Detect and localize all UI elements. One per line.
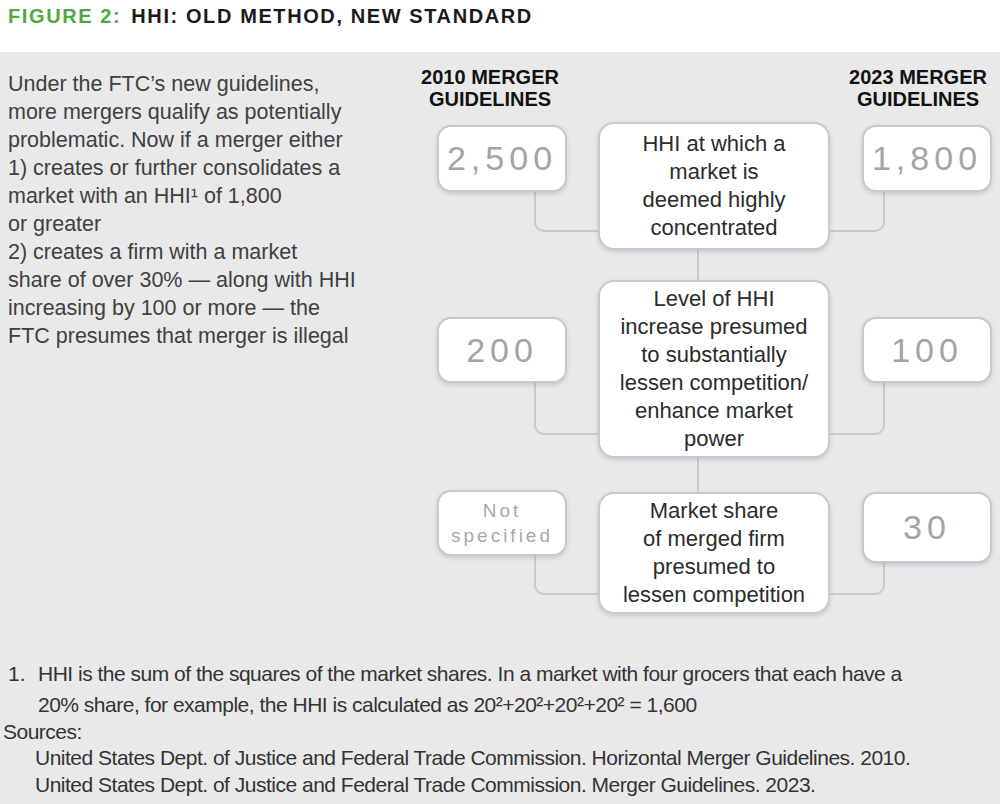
connector-row2-row3	[697, 458, 699, 492]
connector-row1-left	[534, 192, 598, 232]
footnote-text: HHI is the sum of the squares of the mar…	[38, 658, 902, 720]
source-2023: United States Dept. of Justice and Feder…	[35, 773, 815, 797]
value-box-2023-row1: 1,800	[862, 125, 992, 192]
connector-row1-right	[830, 190, 885, 232]
figure-2-hhi-comparison: FIGURE 2: HHI: OLD METHOD, NEW STANDARD U…	[0, 0, 1000, 804]
figure-label: FIGURE 2:	[8, 5, 121, 27]
value-box-2023-row2: 100	[862, 317, 992, 383]
sources-label: Sources:	[3, 720, 82, 744]
description-box-row1: HHI at which a market is deemed highly c…	[598, 122, 830, 250]
connector-row2-left	[534, 382, 598, 435]
figure-title: FIGURE 2: HHI: OLD METHOD, NEW STANDARD	[8, 5, 533, 28]
column-header-2010: 2010 MERGER GUIDELINES	[390, 66, 590, 110]
value-box-2010-row3: Not specified	[437, 490, 567, 556]
figure-panel: Under the FTC’s new guidelines, more mer…	[0, 52, 1000, 804]
description-box-row3: Market share of merged firm presumed to …	[598, 492, 830, 614]
value-box-2010-row1: 2,500	[437, 125, 567, 192]
connector-row1-row2	[697, 250, 699, 280]
value-box-2010-row2: 200	[437, 317, 567, 383]
footnote: 1. HHI is the sum of the squares of the …	[8, 658, 902, 720]
connector-row2-right	[830, 382, 885, 435]
description-box-row2: Level of HHI increase presumed to substa…	[598, 280, 830, 458]
footnote-number: 1.	[8, 658, 38, 720]
column-header-2023: 2023 MERGER GUIDELINES	[818, 66, 1000, 110]
value-box-2023-row3: 30	[862, 492, 992, 563]
connector-row3-left	[534, 555, 598, 595]
intro-paragraph: Under the FTC’s new guidelines, more mer…	[8, 70, 408, 350]
figure-title-text: HHI: OLD METHOD, NEW STANDARD	[131, 5, 533, 27]
source-2010: United States Dept. of Justice and Feder…	[35, 746, 910, 770]
